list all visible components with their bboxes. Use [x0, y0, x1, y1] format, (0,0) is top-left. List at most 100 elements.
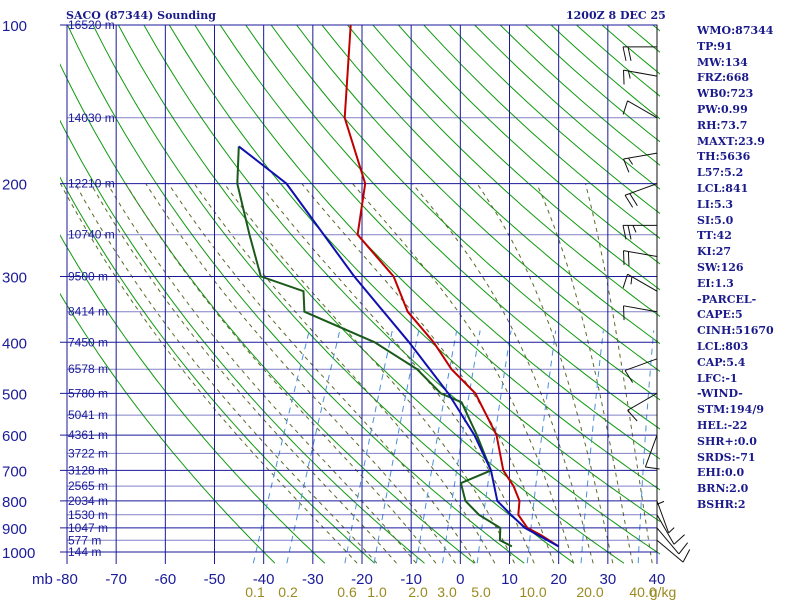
- temperature-tick-label: 40: [649, 571, 666, 588]
- wind-barb-flag: [632, 225, 637, 233]
- mixing-ratio-label: 2.0: [408, 584, 428, 600]
- dry-adiabat-line: [143, 25, 660, 555]
- wind-barb-flag: [622, 225, 627, 240]
- moist-adiabats: [60, 183, 653, 564]
- wind-barb-flag: [627, 46, 632, 61]
- index-item: MW:134: [697, 55, 748, 69]
- index-item: SHR+:0.0: [697, 434, 757, 448]
- wind-barb: [656, 527, 689, 555]
- moist-adiabat-line: [106, 183, 417, 564]
- moist-adiabat-line: [301, 183, 555, 564]
- height-label: 5780 m: [68, 386, 108, 400]
- wind-barb-flag: [627, 225, 632, 240]
- index-item: KI:27: [697, 245, 732, 259]
- wind-barb: [656, 539, 691, 563]
- wind-barb-flag: [622, 46, 627, 61]
- dry-adiabat-line: [398, 25, 660, 265]
- wind-barb: [624, 358, 658, 383]
- dry-adiabat-line: [60, 176, 375, 564]
- wind-barbs: [622, 25, 691, 563]
- wind-barb: [623, 152, 658, 173]
- moist-adiabat-line: [145, 183, 456, 564]
- wind-barb-flag: [623, 70, 625, 85]
- pressure-tick-label: 800: [2, 494, 27, 511]
- wind-barb: [623, 69, 658, 85]
- index-item: RH:73.7: [697, 118, 748, 132]
- mixing-ratio-line: [526, 330, 557, 564]
- height-label: 144 m: [68, 545, 101, 559]
- index-item: STM:194/9: [697, 403, 764, 417]
- index-item: -WIND-: [697, 387, 743, 401]
- moist-adiabat-line: [352, 183, 574, 564]
- index-item: SRDS:-71: [697, 450, 756, 464]
- dry-adiabat-line: [168, 25, 660, 523]
- index-item: LCL:803: [697, 339, 749, 353]
- wind-barb-flag: [627, 410, 638, 422]
- height-label: 8414 m: [68, 305, 108, 319]
- wind-barb-shaft: [624, 358, 658, 371]
- dry-adiabat-line: [219, 25, 660, 460]
- height-label: 2034 m: [68, 494, 108, 508]
- wind-barb: [644, 434, 660, 470]
- index-item: MAXT:23.9: [697, 134, 765, 148]
- wind-barb-shaft: [656, 539, 684, 563]
- index-item: SI:5.0: [697, 213, 734, 227]
- moist-adiabat-line: [74, 183, 378, 564]
- temperature-trace: [343, 25, 560, 548]
- index-item: EI:1.3: [697, 276, 734, 290]
- index-item: CAP:5.4: [697, 355, 746, 369]
- moist-adiabat-line: [585, 183, 653, 564]
- parcel-trace: [238, 145, 560, 548]
- height-label: 2565 m: [68, 479, 108, 493]
- index-item: LI:5.3: [697, 197, 734, 211]
- mixing-ratio-label: 3.0: [437, 584, 457, 600]
- dry-adiabat-line: [60, 63, 475, 564]
- index-item: TT:42: [697, 229, 732, 243]
- pressure-tick-label: 200: [2, 177, 27, 194]
- wind-barb-flag: [624, 195, 634, 208]
- temperature-tick-label: -10: [400, 571, 422, 588]
- dry-adiabat-line: [60, 234, 326, 564]
- mixing-ratio-label: 0.6: [337, 584, 357, 600]
- height-label: 10740 m: [68, 228, 115, 242]
- mixing-ratio-label: 0.2: [278, 584, 298, 600]
- index-item: WB0:723: [697, 87, 754, 101]
- pressure-tick-label: 1000: [2, 545, 35, 562]
- mixing-ratio-label: 0.1: [245, 584, 265, 600]
- pressure-tick-label: 700: [2, 463, 27, 480]
- wind-barb: [623, 305, 658, 321]
- wind-barb-shaft: [644, 434, 658, 468]
- wind-barb-shaft: [656, 514, 675, 545]
- height-label: 577 m: [68, 533, 101, 547]
- height-label: 5041 m: [68, 408, 108, 422]
- wind-barb: [622, 46, 657, 61]
- grid: [60, 24, 658, 564]
- pressure-tick-label: 100: [2, 18, 27, 35]
- moist-adiabat-line: [412, 183, 594, 564]
- wind-barb-shaft: [656, 500, 670, 534]
- height-label: 12210 m: [68, 177, 115, 191]
- pressure-tick-label: 500: [2, 386, 27, 403]
- wind-barb-flag: [678, 542, 689, 555]
- wind-barb-shaft: [624, 183, 658, 196]
- moist-adiabat-line: [60, 183, 358, 564]
- index-item: WMO:87344: [697, 24, 774, 37]
- wind-barb-shaft: [623, 152, 658, 160]
- temperature-tick-label: -80: [56, 571, 78, 588]
- moist-adiabat-line: [476, 183, 614, 564]
- wind-barb-flag: [627, 251, 630, 266]
- index-item: L57:5.2: [697, 166, 744, 180]
- mixing-ratio-line: [286, 330, 341, 564]
- moist-adiabat-line: [193, 183, 496, 564]
- wind-barb-shaft: [623, 305, 658, 313]
- height-label: 1047 m: [68, 521, 108, 535]
- wind-barb-shaft: [623, 250, 658, 258]
- mixing-ratio-line: [476, 330, 512, 564]
- height-label: 4361 m: [68, 428, 108, 442]
- height-label: 14030 m: [68, 111, 115, 125]
- mixing-ratio-label: 5.0: [471, 584, 491, 600]
- mixing-ratio-label: 1.0: [367, 584, 387, 600]
- wind-barb-flag: [622, 274, 629, 288]
- wind-barb: [623, 250, 658, 266]
